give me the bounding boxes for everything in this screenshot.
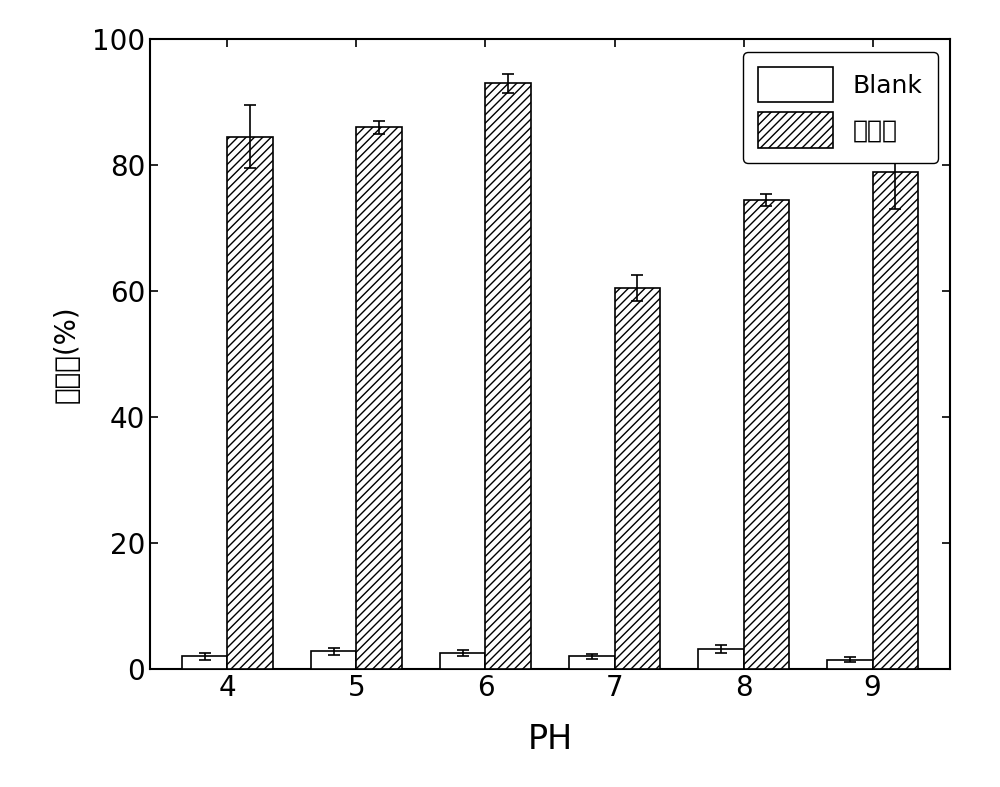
Y-axis label: 去除率(%): 去除率(%): [53, 305, 81, 403]
Bar: [827, 660, 873, 669]
Bar: [356, 127, 402, 669]
Bar: [615, 288, 660, 669]
X-axis label: PH: PH: [527, 722, 573, 756]
Bar: [485, 83, 531, 669]
Legend: Blank, 去除率: Blank, 去除率: [743, 52, 938, 163]
Bar: [440, 653, 485, 669]
Bar: [873, 172, 918, 669]
Bar: [569, 656, 615, 669]
Bar: [311, 652, 356, 669]
Bar: [182, 656, 227, 669]
Bar: [744, 200, 789, 669]
Bar: [698, 648, 744, 669]
Bar: [227, 137, 273, 669]
